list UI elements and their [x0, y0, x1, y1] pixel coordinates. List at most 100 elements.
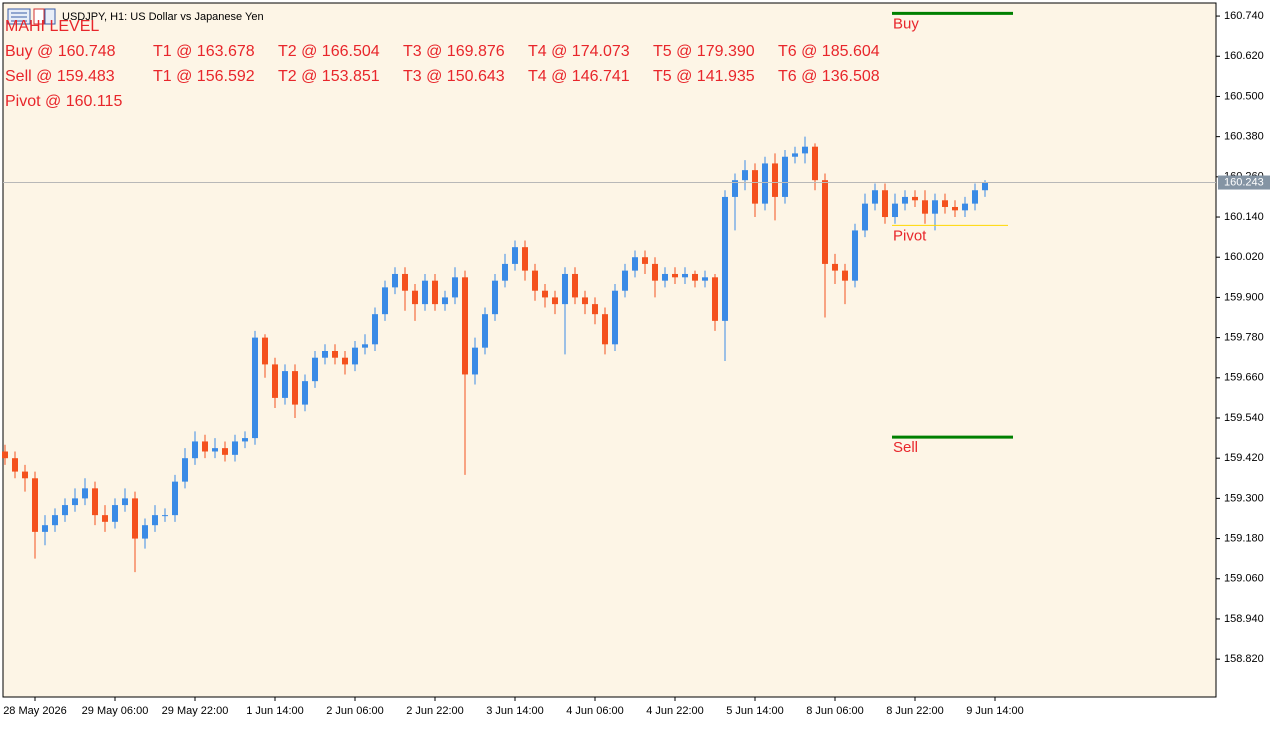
candle-body — [912, 196, 918, 201]
y-tick-label: 160.500 — [1224, 90, 1264, 102]
candle-body — [252, 337, 258, 439]
candle-body — [302, 381, 308, 405]
indicator-text: T5 @ 141.935 — [653, 68, 755, 85]
candle-body — [22, 471, 28, 479]
indicator-title: MAHI LEVEL — [5, 18, 99, 35]
candle-body — [482, 314, 488, 348]
candle-body — [92, 488, 98, 516]
candle-body — [542, 290, 548, 298]
candle-body — [632, 257, 638, 271]
last-price-box — [1218, 175, 1270, 190]
candle-body — [652, 263, 658, 281]
candle-body — [812, 146, 818, 181]
candle-body — [212, 448, 218, 452]
indicator-text: Sell @ 159.483 — [5, 68, 115, 85]
y-tick-label: 159.300 — [1224, 492, 1264, 504]
level-label: Sell — [893, 439, 918, 456]
candle-body — [622, 270, 628, 291]
candle-body — [12, 458, 18, 472]
candle-body — [752, 170, 758, 204]
x-tick-label: 28 May 2026 — [3, 705, 67, 717]
x-tick-label: 29 May 22:00 — [162, 705, 229, 717]
x-tick-label: 3 Jun 14:00 — [486, 705, 544, 717]
candle-body — [282, 371, 288, 398]
candle-body — [612, 290, 618, 345]
candle-body — [122, 498, 128, 506]
x-tick-label: 1 Jun 14:00 — [246, 705, 304, 717]
y-tick-label: 159.540 — [1224, 412, 1264, 424]
x-tick-label: 8 Jun 06:00 — [806, 705, 864, 717]
y-tick-label: 159.780 — [1224, 332, 1264, 344]
indicator-text: T1 @ 156.592 — [153, 68, 255, 85]
candle-body — [552, 297, 558, 305]
candle-body — [592, 304, 598, 315]
candle-body — [412, 290, 418, 305]
candle-body — [512, 247, 518, 264]
y-tick-label: 160.620 — [1224, 50, 1264, 62]
candle-body — [42, 525, 48, 532]
candle-body — [712, 277, 718, 321]
indicator-text: T3 @ 169.876 — [403, 43, 505, 60]
y-tick-label: 159.660 — [1224, 372, 1264, 384]
y-tick-label: 159.420 — [1224, 452, 1264, 464]
candle-body — [402, 273, 408, 291]
candle-body — [132, 498, 138, 539]
candle-body — [62, 505, 68, 516]
candle-body — [562, 273, 568, 305]
candle-body — [902, 196, 908, 204]
candle-body — [802, 146, 808, 154]
candle-body — [782, 156, 788, 197]
indicator-text: T6 @ 185.604 — [778, 43, 880, 60]
candle-body — [872, 190, 878, 204]
candle-body — [192, 441, 198, 459]
candle-body — [772, 163, 778, 197]
candle-body — [242, 438, 248, 442]
candle-body — [982, 182, 988, 191]
candle-body — [142, 525, 148, 539]
candle-body — [272, 364, 278, 398]
indicator-text: T4 @ 146.741 — [528, 68, 630, 85]
candle-body — [312, 357, 318, 382]
x-tick-label: 29 May 06:00 — [82, 705, 149, 717]
candle-body — [292, 371, 298, 405]
candle-body — [352, 347, 358, 365]
candle-body — [582, 297, 588, 305]
candle-body — [922, 200, 928, 214]
indicator-text: T3 @ 150.643 — [403, 68, 505, 85]
candle-body — [932, 200, 938, 214]
candle-body — [162, 515, 168, 517]
candle-body — [662, 273, 668, 281]
x-tick-label: 2 Jun 06:00 — [326, 705, 384, 717]
candle-body — [762, 163, 768, 204]
plot-area — [2, 2, 1217, 698]
candle-body — [522, 247, 528, 271]
candle-body — [72, 498, 78, 506]
candle-body — [492, 280, 498, 315]
candle-body — [792, 153, 798, 157]
candle-body — [372, 314, 378, 345]
last-price-label: 160.243 — [1224, 176, 1264, 188]
candle-body — [692, 273, 698, 281]
candle-body — [892, 203, 898, 218]
candle-body — [322, 351, 328, 358]
candle-body — [102, 515, 108, 522]
level-label: Buy — [893, 15, 919, 32]
candle-body — [642, 257, 648, 264]
indicator-text: T6 @ 136.508 — [778, 68, 880, 85]
candle-body — [432, 280, 438, 305]
candle-body — [572, 273, 578, 298]
x-tick-label: 4 Jun 06:00 — [566, 705, 624, 717]
candle-body — [852, 230, 858, 281]
y-tick-label: 160.020 — [1224, 251, 1264, 263]
level-label: Pivot — [893, 227, 927, 244]
candle-body — [832, 263, 838, 271]
candle-body — [342, 357, 348, 365]
candle-body — [962, 203, 968, 211]
candle-body — [262, 337, 268, 365]
y-tick-label: 159.180 — [1224, 532, 1264, 544]
y-tick-label: 158.940 — [1224, 613, 1264, 625]
candle-body — [112, 505, 118, 522]
candle-body — [332, 351, 338, 358]
